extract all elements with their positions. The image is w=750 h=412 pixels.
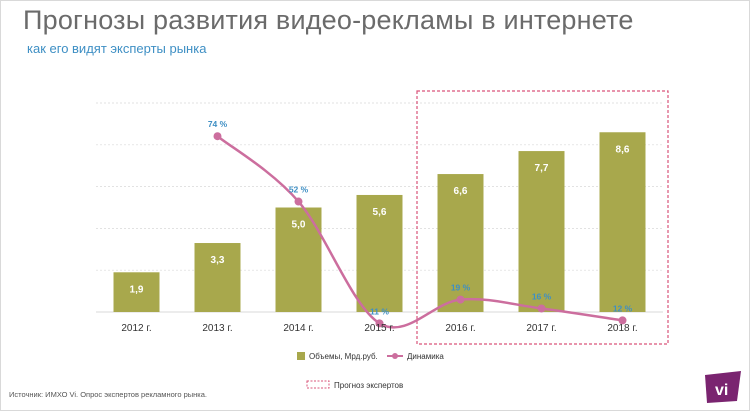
bar xyxy=(599,132,646,312)
line-point xyxy=(294,197,303,206)
bar-value-label: 7,7 xyxy=(535,163,549,174)
line-value-label: 16 % xyxy=(532,291,552,301)
legend-bar-label: Объемы, Мрд.руб. xyxy=(309,352,378,361)
x-tick-label: 2014 г. xyxy=(283,323,313,334)
line-value-label: 19 % xyxy=(451,283,471,293)
line-point xyxy=(375,319,384,328)
page-title: Прогнозы развития видео-рекламы в интерн… xyxy=(23,5,634,35)
line-point xyxy=(618,316,627,325)
x-tick-label: 2016 г. xyxy=(445,323,475,334)
legend-forecast-swatch xyxy=(306,380,330,389)
line-point xyxy=(456,295,465,304)
line-point xyxy=(213,132,222,141)
bar-value-label: 6,6 xyxy=(454,186,468,197)
bar-value-label: 3,3 xyxy=(211,255,225,266)
x-tick-label: 2015 г. xyxy=(364,323,394,334)
logo-text: vi xyxy=(715,382,728,399)
x-tick-label: 2017 г. xyxy=(526,323,556,334)
logo: vi xyxy=(703,371,743,410)
line-value-label: 11 % xyxy=(370,306,389,316)
bar-value-label: 1,9 xyxy=(130,284,144,295)
legend-forecast-label: Прогноз экспертов xyxy=(334,381,403,390)
bar xyxy=(194,243,241,312)
page-subtitle: как его видят эксперты рынка xyxy=(27,41,207,56)
legend-line-label: Динамика xyxy=(407,352,444,361)
logo-shape-icon xyxy=(705,371,741,403)
forecast-region-box xyxy=(416,90,669,345)
legend-bar-swatch xyxy=(297,352,305,360)
source-note: Источник: ИМХО Vi. Опрос экспертов рекла… xyxy=(9,390,207,399)
legend: Объемы, Мрд.руб. Динамика Прогноз эксперто… xyxy=(297,352,444,390)
bar xyxy=(518,151,565,312)
bar xyxy=(113,272,160,312)
x-axis-labels: 2012 г. 2013 г. 2014 г. 2015 г. 2016 г. 2017 … xyxy=(121,323,637,334)
line-value-label: 52 % xyxy=(289,185,309,195)
line-value-label: 74 % xyxy=(208,119,228,129)
bar-value-label: 5,6 xyxy=(373,207,387,218)
bar xyxy=(437,174,484,312)
line-point xyxy=(537,304,546,313)
bar-value-label: 5,0 xyxy=(292,220,306,231)
x-tick-label: 2012 г. xyxy=(121,323,151,334)
x-tick-label: 2018 г. xyxy=(607,323,637,334)
legend-line-point xyxy=(392,353,398,359)
x-tick-label: 2013 г. xyxy=(202,323,232,334)
bar-series: 1,9 3,3 5,0 5,6 6,6 7,7 8,6 xyxy=(113,132,646,312)
bar xyxy=(356,194,403,312)
line-series: 74 % 52 % 11 % 19 % 16 % 12 % xyxy=(208,119,633,329)
bar-value-label: 8,6 xyxy=(616,144,630,155)
line-value-label: 12 % xyxy=(613,303,633,313)
